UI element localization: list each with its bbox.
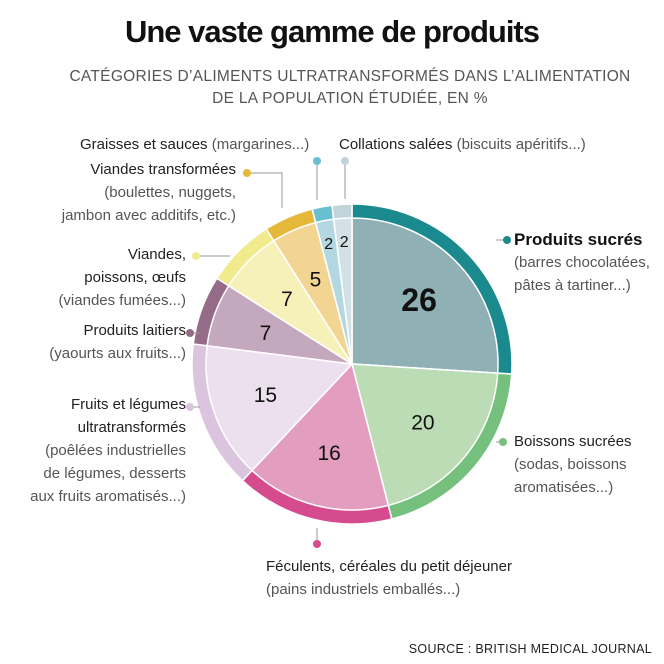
subtitle-line-1: CATÉGORIES D’ALIMENTS ULTRATRANSFORMÉS D… (69, 68, 631, 85)
label-boissons-sub2: aromatisées...) (514, 479, 614, 496)
label-fruits-main1: Fruits et légumes (70, 396, 186, 413)
label-viandes-transformees: Viandes transformées (boulettes, nuggets… (62, 158, 236, 227)
label-produits-sucres-main: Produits sucrés (514, 230, 643, 249)
label-feculents-sub1: (pains industriels emballés...) (266, 581, 461, 598)
slice-8-value-label: 2 (324, 236, 333, 253)
slice-5-value-label: 7 (260, 322, 272, 345)
slice-9-value-label: 2 (340, 234, 349, 251)
label-produits-sucres: Produits sucrés (barres chocolatées, pât… (514, 228, 650, 297)
slice-3-wedge (250, 362, 390, 511)
label-boissons-sub1: (sodas, boissons (514, 456, 627, 473)
chart-subtitle: CATÉGORIES D’ALIMENTS ULTRATRANSFORMÉS D… (60, 66, 640, 110)
label-collations-sub: (biscuits apéritifs...) (456, 136, 586, 153)
label-boissons-main: Boissons sucrées (514, 433, 632, 450)
label-produits-laitiers: Produits laitiers (yaourts aux fruits...… (49, 319, 186, 365)
label-collations-salees: Collations salées (biscuits apéritifs...… (339, 133, 586, 156)
label-viandes-poissons: Viandes, poissons, œufs (viandes fumées.… (58, 243, 186, 312)
label-viandes-transformees-main: Viandes transformées (90, 161, 236, 178)
label-viandes-main2: poissons, œufs (84, 269, 186, 286)
label-fruits-sub1: (poêlées industrielles (45, 442, 186, 459)
slice-1-leader-dot (503, 236, 511, 244)
label-fruits-sub2: de légumes, desserts (43, 465, 186, 482)
label-produits-sucres-sub2: pâtes à tartiner...) (514, 277, 631, 294)
slice-2-wedge (351, 363, 499, 507)
label-feculents: Féculents, céréales du petit déjeuner (p… (266, 555, 512, 601)
source-credit: SOURCE : BRITISH MEDICAL JOURNAL (408, 642, 652, 656)
slice-3-value-label: 16 (317, 442, 340, 465)
slice-4-leader-dot (186, 403, 194, 411)
slice-9-leader-dot (341, 157, 349, 165)
subtitle-line-2: DE LA POPULATION ÉTUDIÉE, EN % (212, 90, 488, 107)
label-graisses-sub: (margarines...) (211, 136, 310, 153)
label-fruits-main2: ultratransformés (77, 419, 186, 436)
slice-2-leader-dot (499, 438, 507, 446)
label-viandes-sub1: (viandes fumées...) (58, 292, 186, 309)
label-laitiers-sub1: (yaourts aux fruits...) (49, 345, 186, 362)
slice-9-wedge (332, 217, 353, 365)
label-feculents-main: Féculents, céréales du petit déjeuner (266, 558, 512, 575)
slice-4-value-label: 15 (254, 384, 277, 407)
label-laitiers-main: Produits laitiers (83, 322, 186, 339)
label-fruits-legumes: Fruits et légumes ultratransformés (poêl… (30, 393, 186, 508)
label-produits-sucres-sub1: (barres chocolatées, (514, 254, 650, 271)
slice-7-leader-line (247, 172, 283, 208)
slice-7-value-label: 5 (310, 269, 322, 292)
label-graisses-main: Graisses et sauces (80, 136, 208, 153)
slice-6-leader-dot (192, 252, 200, 260)
slice-7-leader-dot (243, 169, 251, 177)
label-boissons-sucrees: Boissons sucrées (sodas, boissons aromat… (514, 430, 632, 499)
label-viandes-main1: Viandes, (127, 246, 186, 263)
slice-1-wedge (351, 217, 499, 374)
label-collations-main: Collations salées (339, 136, 453, 153)
chart-title: Une vaste gamme de produits (124, 14, 540, 49)
slice-6-value-label: 7 (281, 288, 293, 311)
slice-5-leader-dot (186, 329, 194, 337)
slice-8-leader-dot (313, 157, 321, 165)
label-graisses-sauces: Graisses et sauces (margarines...) (80, 133, 309, 156)
slice-2-value-label: 20 (411, 412, 434, 435)
label-viandes-transformees-sub2: jambon avec additifs, etc.) (61, 207, 236, 224)
slice-1-value-label: 26 (401, 282, 437, 318)
slice-4-wedge (205, 344, 354, 472)
slice-3-leader-dot (313, 540, 321, 548)
label-viandes-transformees-sub1: (boulettes, nuggets, (104, 184, 236, 201)
label-fruits-sub3: aux fruits aromatisés...) (30, 488, 186, 505)
